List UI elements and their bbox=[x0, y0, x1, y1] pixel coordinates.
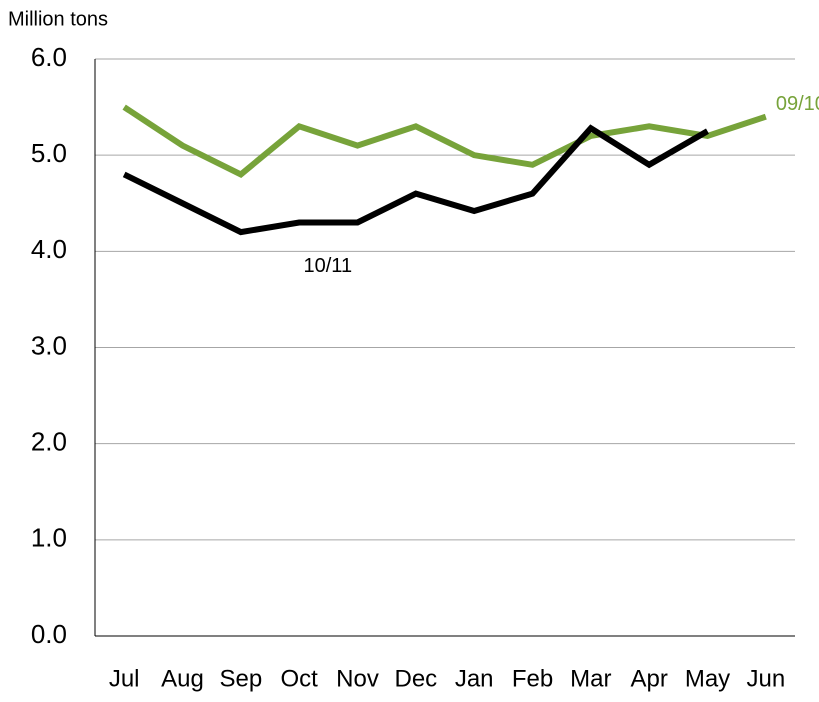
series-line bbox=[122, 104, 767, 178]
y-tick-label: 5.0 bbox=[31, 138, 67, 168]
x-tick-label: Jun bbox=[746, 665, 785, 692]
x-tick-label: Nov bbox=[336, 665, 379, 692]
x-tick-label: Feb bbox=[512, 665, 553, 692]
y-tick-label: 1.0 bbox=[31, 523, 67, 553]
series-label: 10/11 bbox=[304, 255, 353, 277]
x-tick-label: Mar bbox=[570, 665, 611, 692]
y-tick-label: 6.0 bbox=[31, 42, 67, 72]
x-tick-label: Apr bbox=[630, 665, 667, 692]
x-tick-label: Sep bbox=[219, 665, 262, 692]
series-label: 09/10 bbox=[776, 93, 819, 115]
x-tick-label: Aug bbox=[161, 665, 204, 692]
x-tick-label: May bbox=[685, 665, 730, 692]
x-tick-label: Jan bbox=[455, 665, 494, 692]
y-tick-label: 2.0 bbox=[31, 427, 67, 457]
x-tick-label: Dec bbox=[394, 665, 437, 692]
x-tick-label: Jul bbox=[109, 665, 140, 692]
y-tick-label: 0.0 bbox=[31, 619, 67, 649]
y-tick-label: 4.0 bbox=[31, 234, 67, 264]
y-tick-label: 3.0 bbox=[31, 330, 67, 360]
series-line bbox=[122, 124, 709, 236]
y-axis-label: Million tons bbox=[8, 8, 108, 30]
x-tick-label: Oct bbox=[280, 665, 318, 692]
